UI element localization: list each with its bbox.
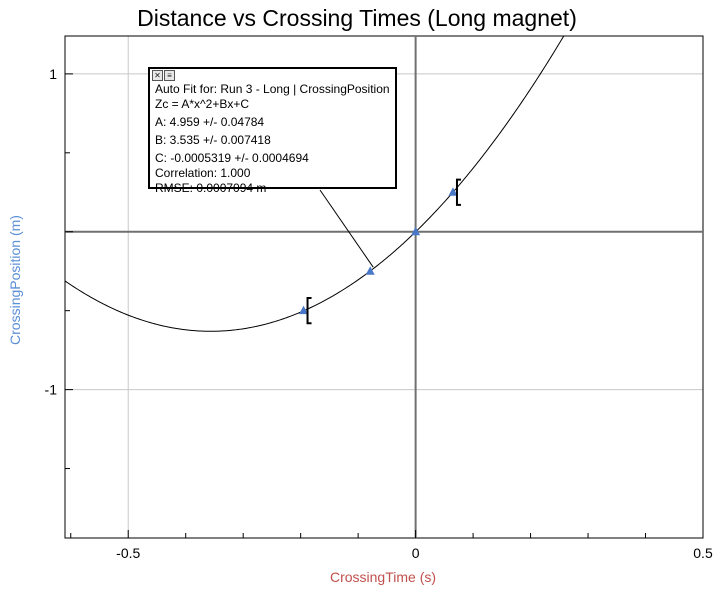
data-point: [448, 187, 458, 196]
error-bracket: [306, 297, 312, 325]
fit-equation: Zc = A*x^2+Bx+C: [155, 97, 250, 111]
fit-curve: [65, 36, 565, 332]
fit-param-c: C: -0.0005319 +/- 0.0004694: [155, 151, 309, 165]
fit-rmse: RMSE: 0.0007094 m: [155, 181, 267, 195]
curve-fit-info-box[interactable]: ✕ ≡ Auto Fit for: Run 3 - Long | Crossin…: [148, 67, 397, 195]
fit-curve-layer: [65, 36, 565, 332]
fit-callout-line: [319, 189, 374, 268]
tick-labels: -0.5 0 0.5 1 -1: [45, 66, 713, 561]
y-axis-label[interactable]: CrossingPosition (m): [7, 215, 23, 345]
data-point: [299, 305, 309, 315]
data-points-layer: [299, 178, 461, 325]
error-bracket: [455, 178, 461, 206]
chart-title: Distance vs Crossing Times (Long magnet): [137, 5, 577, 31]
data-point: [365, 266, 375, 275]
fit-param-b: B: 3.535 +/- 0.007418: [155, 133, 271, 147]
x-axis-label[interactable]: CrossingTime (s): [330, 569, 436, 585]
fit-param-a: A: 4.959 +/- 0.04784: [155, 115, 265, 129]
y-tick-label: 1: [49, 66, 57, 82]
close-icon[interactable]: ✕: [152, 70, 163, 81]
fit-correlation: Correlation: 1.000: [155, 166, 251, 180]
x-tick-label: 0: [412, 545, 420, 561]
fit-title: Auto Fit for: Run 3 - Long | CrossingPos…: [155, 82, 390, 96]
menu-icon[interactable]: ≡: [164, 70, 175, 81]
x-tick-label: -0.5: [116, 545, 140, 561]
x-tick-label: 0.5: [693, 545, 713, 561]
axes: [64, 35, 704, 539]
plot-frame: [64, 35, 704, 539]
data-point: [411, 226, 421, 236]
y-tick-label: -1: [45, 382, 58, 398]
